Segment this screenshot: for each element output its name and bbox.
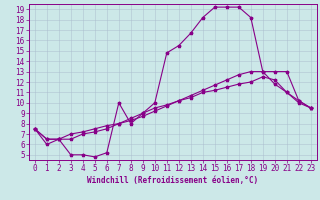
X-axis label: Windchill (Refroidissement éolien,°C): Windchill (Refroidissement éolien,°C) bbox=[87, 176, 258, 185]
